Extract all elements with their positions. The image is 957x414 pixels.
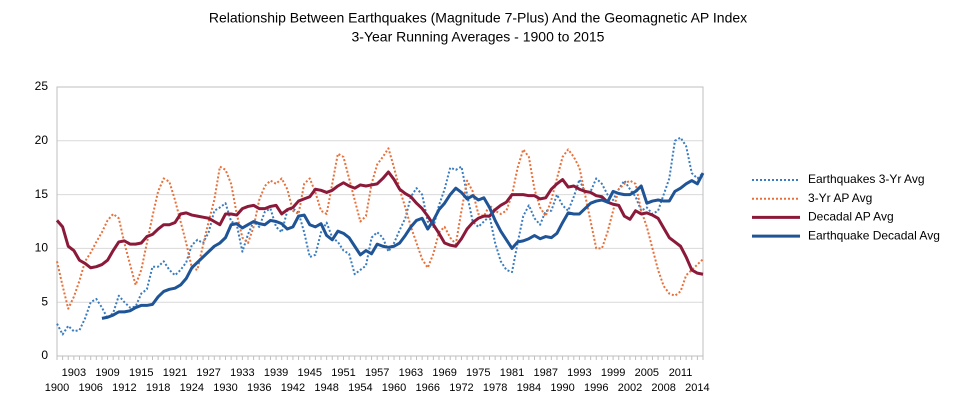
y-tick-label: 25 bbox=[35, 79, 49, 93]
y-tick-label: 10 bbox=[35, 241, 49, 255]
x-tick-label: 1948 bbox=[314, 382, 338, 394]
x-tick-label: 1954 bbox=[348, 382, 372, 394]
x-tick-label: 2011 bbox=[669, 367, 693, 379]
x-tick-label: 1978 bbox=[483, 382, 507, 394]
y-tick-label: 20 bbox=[35, 133, 49, 147]
chart-title: Relationship Between Earthquakes (Magnit… bbox=[209, 10, 747, 26]
chart-subtitle: 3-Year Running Averages - 1900 to 2015 bbox=[352, 29, 605, 45]
legend-label: Earthquake Decadal Avg bbox=[808, 228, 940, 242]
x-tick-label: 2002 bbox=[618, 382, 642, 394]
series-line bbox=[56, 147, 704, 310]
x-tick-label: 1933 bbox=[230, 367, 254, 379]
y-tick-label: 15 bbox=[35, 187, 49, 201]
x-tick-label: 1909 bbox=[95, 367, 119, 379]
legend-label: Decadal AP Avg bbox=[808, 210, 894, 224]
x-tick-label: 1972 bbox=[449, 382, 473, 394]
x-tick-label: 1999 bbox=[601, 367, 625, 379]
series-line bbox=[55, 170, 704, 276]
x-tick-label: 1957 bbox=[365, 367, 389, 379]
x-tick-label: 1939 bbox=[264, 367, 288, 379]
x-tick-label: 1906 bbox=[78, 382, 102, 394]
x-tick-label: 1996 bbox=[584, 382, 608, 394]
x-tick-label: 1981 bbox=[500, 367, 524, 379]
x-tick-label: 1984 bbox=[517, 382, 541, 394]
x-tick-label: 1918 bbox=[146, 382, 170, 394]
x-tick-label: 1921 bbox=[163, 367, 187, 379]
x-tick-label: 1951 bbox=[331, 367, 355, 379]
x-tick-label: 1975 bbox=[466, 367, 490, 379]
legend-label: 3-Yr AP Avg bbox=[808, 191, 872, 205]
x-tick-label: 1969 bbox=[432, 367, 456, 379]
x-tick-label: 2014 bbox=[685, 382, 709, 394]
x-tick-label: 1912 bbox=[112, 382, 136, 394]
x-tick-label: 1987 bbox=[533, 367, 557, 379]
x-tick-label: 1900 bbox=[45, 382, 69, 394]
x-tick-label: 1966 bbox=[416, 382, 440, 394]
legend-label: Earthquakes 3-Yr Avg bbox=[808, 172, 925, 186]
x-tick-label: 1993 bbox=[567, 367, 591, 379]
x-tick-label: 1990 bbox=[550, 382, 574, 394]
y-tick-label: 0 bbox=[41, 348, 48, 362]
x-tick-label: 1924 bbox=[180, 382, 204, 394]
x-tick-label: 1936 bbox=[247, 382, 271, 394]
y-tick-label: 5 bbox=[41, 294, 48, 308]
x-tick-label: 2005 bbox=[635, 367, 659, 379]
x-tick-label: 1903 bbox=[62, 367, 86, 379]
series-line bbox=[101, 172, 705, 320]
x-tick-label: 1927 bbox=[196, 367, 220, 379]
x-tick-label: 1930 bbox=[213, 382, 237, 394]
x-tick-label: 2008 bbox=[651, 382, 675, 394]
x-tick-label: 1945 bbox=[298, 367, 322, 379]
x-tick-label: 1915 bbox=[129, 367, 153, 379]
x-tick-label: 1960 bbox=[382, 382, 406, 394]
x-tick-label: 1963 bbox=[399, 367, 423, 379]
x-tick-label: 1942 bbox=[281, 382, 305, 394]
